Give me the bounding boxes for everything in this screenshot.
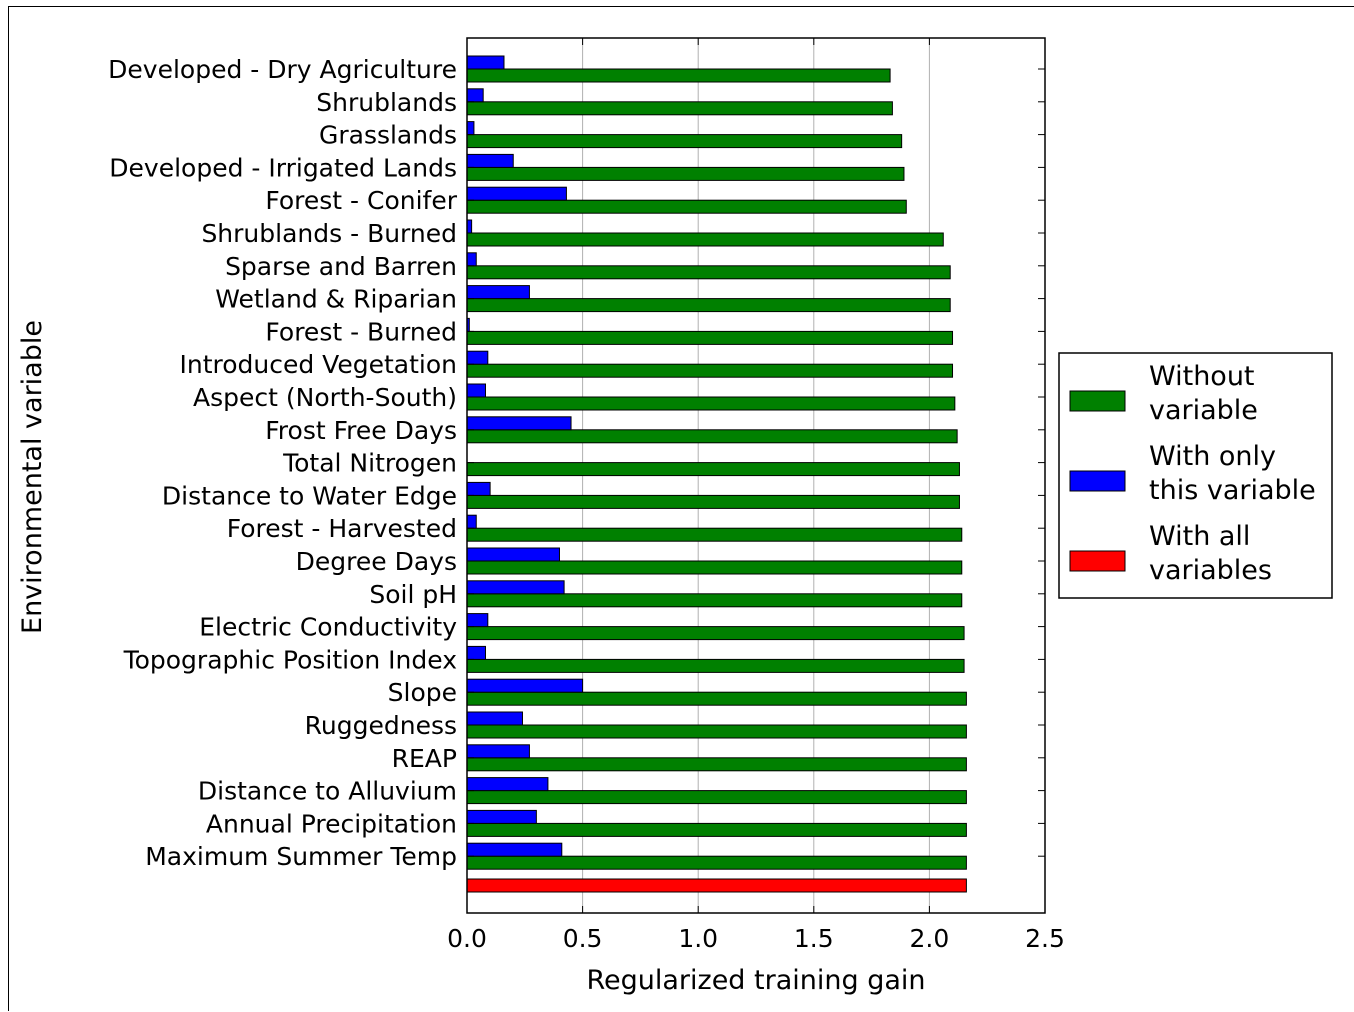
y-tick-label: Introduced Vegetation <box>179 350 457 379</box>
figure-frame: Developed - Dry Agriculture Shrublands Gra… <box>8 6 1354 1011</box>
y-tick-label: Sparse and Barren <box>225 252 457 281</box>
bar-with-only-variable <box>466 645 486 660</box>
x-tick-label: 1.0 <box>678 924 718 953</box>
y-tick-label: Maximum Summer Temp <box>145 842 457 871</box>
bar-with-only-variable <box>466 842 563 857</box>
y-tick-label: Forest - Conifer <box>265 186 457 215</box>
bar-with-only-variable <box>466 613 489 628</box>
y-tick-labels: Developed - Dry Agriculture Shrublands Gra… <box>108 55 1045 871</box>
legend-label: With all <box>1149 521 1250 552</box>
bar-with-only-variable <box>466 678 584 693</box>
x-tick-label: 0.5 <box>563 924 603 953</box>
y-tick-label: Frost Free Days <box>265 416 457 445</box>
legend-swatch <box>1069 470 1126 492</box>
y-tick-label: Slope <box>388 678 457 707</box>
bar-without-variable <box>466 134 903 149</box>
bar-with-only-variable <box>466 285 530 300</box>
y-tick-label: REAP <box>392 744 457 773</box>
bar-with-only-variable <box>466 350 489 365</box>
y-tick-label: Soil pH <box>369 580 457 609</box>
bar-with-only-variable <box>466 481 491 496</box>
bar-without-variable <box>466 199 907 214</box>
bar-without-variable <box>466 363 954 378</box>
y-tick-label: Forest - Harvested <box>227 514 457 543</box>
legend-label: variable <box>1149 395 1258 426</box>
legend-label: Without <box>1149 361 1255 392</box>
bar-with-only-variable <box>466 383 486 398</box>
bar-without-variable <box>466 396 956 411</box>
y-axis-label: Environmental variable <box>17 320 48 634</box>
bar-without-variable <box>466 298 951 313</box>
plot-area <box>466 37 1046 914</box>
bar-with-only-variable <box>466 580 565 595</box>
bar-chart: Developed - Dry Agriculture Shrublands Gra… <box>17 37 1333 996</box>
x-tick-labels: 0.0 0.5 1.0 1.5 2.0 2.5 <box>447 38 1065 953</box>
bar-without-variable <box>466 822 967 837</box>
y-tick-label: Shrublands <box>316 88 457 117</box>
bar-without-variable <box>466 855 967 870</box>
legend-label: With only <box>1149 441 1276 472</box>
x-axis-label: Regularized training gain <box>586 965 925 996</box>
bar-with-only-variable <box>466 777 549 792</box>
x-tick-label: 1.5 <box>794 924 834 953</box>
y-tick-label: Total Nitrogen <box>282 449 457 478</box>
y-tick-label: Annual Precipitation <box>206 809 457 838</box>
bar-with-only-variable <box>466 514 477 529</box>
bar-without-variable <box>466 101 893 116</box>
bar-without-variable <box>466 593 963 608</box>
y-tick-label: Topographic Position Index <box>123 645 457 674</box>
y-tick-label: Grasslands <box>319 121 457 150</box>
legend-label: variables <box>1149 555 1272 586</box>
bar-without-variable <box>466 494 960 509</box>
y-tick-label: Electric Conductivity <box>199 613 457 642</box>
bar-without-variable <box>466 560 963 575</box>
bar-with-only-variable <box>466 416 572 431</box>
y-tick-label: Degree Days <box>296 547 457 576</box>
bar-with-only-variable <box>466 547 560 562</box>
y-tick-label: Ruggedness <box>305 711 457 740</box>
y-tick-label: Developed - Irrigated Lands <box>109 153 457 182</box>
bar-without-variable <box>466 429 958 444</box>
bar-without-variable <box>466 691 967 706</box>
y-tick-label: Forest - Burned <box>265 317 457 346</box>
y-tick-label: Wetland & Riparian <box>215 285 457 314</box>
y-tick-label: Distance to Alluvium <box>198 777 457 806</box>
y-tick-label: Developed - Dry Agriculture <box>108 55 457 84</box>
bar-without-variable <box>466 757 967 772</box>
bar-without-variable <box>466 265 951 280</box>
bar-with-only-variable <box>466 809 537 824</box>
bar-without-variable <box>466 68 891 83</box>
legend-label: this variable <box>1149 475 1316 506</box>
bar-without-variable <box>466 790 967 805</box>
bar-with-only-variable <box>466 121 475 136</box>
bars <box>466 55 967 893</box>
bar-with-only-variable <box>466 88 484 103</box>
legend-swatch <box>1069 550 1126 572</box>
x-tick-label: 2.0 <box>910 924 950 953</box>
bar-without-variable <box>466 626 965 641</box>
bar-without-variable <box>466 658 965 673</box>
bar-without-variable <box>466 527 963 542</box>
y-tick-label: Aspect (North-South) <box>193 383 457 412</box>
bar-without-variable <box>466 462 960 477</box>
bar-with-only-variable <box>466 153 514 168</box>
bar-with-only-variable <box>466 711 523 726</box>
y-tick-label: Shrublands - Burned <box>201 219 457 248</box>
bar-with-only-variable <box>466 744 530 759</box>
bar-without-variable <box>466 724 967 739</box>
bar-with-only-variable <box>466 186 567 201</box>
y-tick-label: Distance to Water Edge <box>162 481 457 510</box>
bar-with-all-variables <box>466 878 967 893</box>
bar-with-only-variable <box>466 252 477 267</box>
x-tick-label: 0.0 <box>447 924 487 953</box>
x-tick-label: 2.5 <box>1025 924 1065 953</box>
bar-without-variable <box>466 232 944 247</box>
legend-swatch <box>1069 390 1126 412</box>
bar-with-only-variable <box>466 55 505 70</box>
bar-without-variable <box>466 166 905 181</box>
bar-without-variable <box>466 330 954 345</box>
